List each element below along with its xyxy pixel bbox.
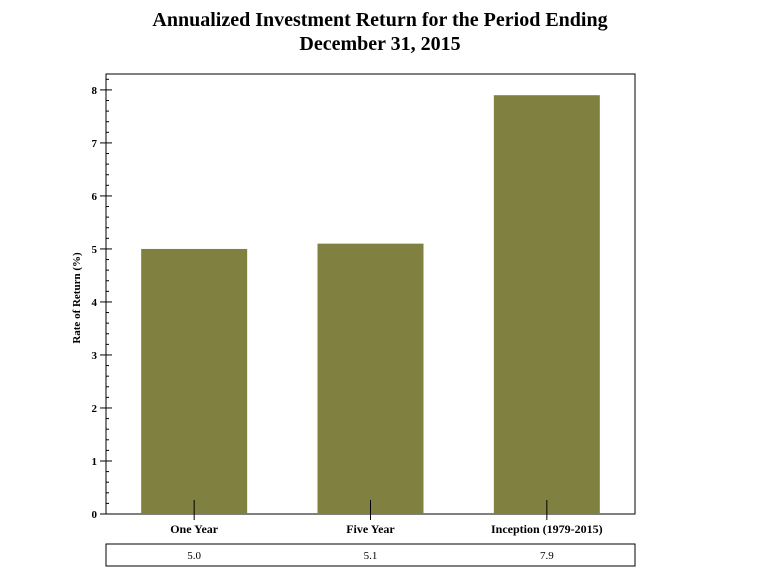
data-label: 5.1 [364,550,378,562]
data-label: 5.0 [187,550,201,562]
data-label: 7.9 [540,550,554,562]
y-tick-label: 7 [92,138,98,150]
y-tick-label: 1 [92,456,98,468]
y-tick-label: 3 [92,350,98,362]
x-tick-label: One Year [170,522,219,536]
bar [317,243,424,514]
y-tick-label: 0 [92,509,98,521]
bar [493,95,600,514]
x-tick-label: Five Year [346,522,395,536]
y-tick-label: 8 [92,85,98,97]
y-tick-label: 2 [92,403,98,415]
value-table [105,543,636,567]
plot-area: 0 1 2 3 4 5 6 7 8 Rate of Return (%) One Year Five … [71,73,636,567]
y-axis-title: Rate of Return (%) [71,252,83,344]
chart-title: Annualized Investment Return for the Per… [0,8,760,56]
y-tick-label: 4 [92,297,98,309]
chart-title-line-2: December 31, 2015 [299,33,461,55]
y-tick-label: 5 [92,244,98,256]
y-tick-label: 6 [92,191,98,203]
bar [141,248,248,514]
x-tick-label: Inception (1979-2015) [491,522,603,536]
chart-title-line-1: Annualized Investment Return for the Per… [152,9,608,31]
